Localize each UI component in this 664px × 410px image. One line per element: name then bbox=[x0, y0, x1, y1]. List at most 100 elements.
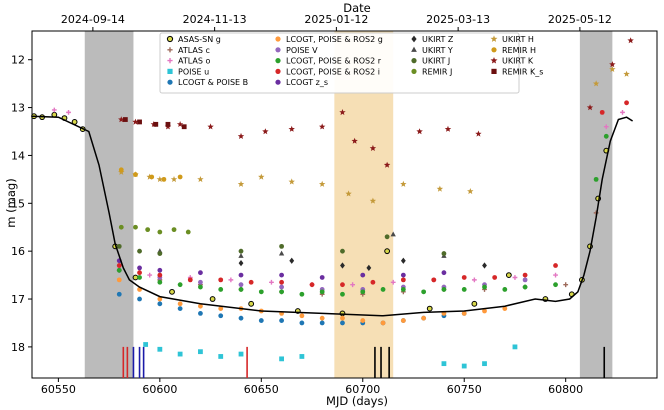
data-point bbox=[512, 275, 518, 280]
data-point bbox=[345, 190, 352, 197]
data-point bbox=[461, 310, 467, 316]
legend-marker-lcogt-poise-ros2-i bbox=[275, 68, 281, 74]
data-point bbox=[441, 361, 447, 367]
data-point bbox=[218, 354, 224, 359]
y-tick-label: 13 bbox=[11, 102, 25, 115]
series-lcogt-poise-ros2-r bbox=[116, 133, 609, 297]
data-point bbox=[482, 284, 487, 290]
data-point bbox=[366, 264, 372, 272]
legend-box bbox=[159, 32, 520, 94]
data-point bbox=[177, 301, 183, 307]
legend-label-remir-h: REMIR H bbox=[502, 46, 536, 55]
data-point bbox=[319, 315, 325, 321]
top-tick-label: 2025-03-13 bbox=[426, 13, 490, 26]
data-point bbox=[177, 174, 183, 180]
data-point bbox=[137, 270, 142, 276]
legend-label-ukirt-z: UKIRT Z bbox=[422, 35, 454, 44]
x-tick-label: 60600 bbox=[142, 383, 177, 396]
data-point bbox=[421, 289, 427, 295]
data-point bbox=[177, 306, 183, 311]
data-point bbox=[340, 262, 345, 269]
data-point bbox=[502, 287, 508, 292]
data-point bbox=[258, 173, 265, 180]
data-point bbox=[237, 180, 245, 187]
data-point bbox=[157, 301, 163, 307]
data-point bbox=[181, 124, 187, 130]
data-point bbox=[118, 167, 124, 173]
data-point bbox=[441, 287, 447, 292]
data-point bbox=[278, 250, 285, 256]
data-point bbox=[218, 277, 224, 283]
data-point bbox=[147, 272, 153, 278]
series-ukirt-k bbox=[118, 37, 634, 168]
data-point bbox=[369, 197, 377, 204]
data-point bbox=[340, 315, 345, 321]
data-point bbox=[299, 320, 305, 326]
data-point bbox=[380, 320, 386, 326]
data-point bbox=[133, 172, 138, 177]
legend-marker-ukirt-z bbox=[411, 35, 417, 43]
data-point bbox=[170, 176, 178, 183]
series-lcogt-poise-ros2-i bbox=[116, 100, 629, 288]
data-point bbox=[218, 306, 224, 311]
data-point bbox=[118, 116, 125, 123]
series-poise-u bbox=[143, 342, 518, 369]
data-point bbox=[157, 272, 163, 278]
legend-marker-atlas-c bbox=[167, 47, 173, 53]
data-point bbox=[384, 234, 390, 240]
data-point bbox=[262, 128, 269, 135]
data-point bbox=[441, 270, 447, 276]
data-point bbox=[444, 125, 452, 132]
data-point bbox=[360, 318, 366, 323]
legend-marker-poise-v bbox=[275, 47, 281, 53]
plot-frame bbox=[31, 30, 658, 379]
data-point bbox=[384, 248, 391, 255]
data-point bbox=[482, 361, 487, 367]
data-point bbox=[553, 282, 558, 288]
data-point bbox=[258, 289, 264, 295]
legend-marker-lcogt-poise-ros2-r bbox=[275, 58, 281, 64]
data-point bbox=[319, 180, 326, 187]
data-point bbox=[279, 272, 284, 278]
data-point bbox=[383, 161, 391, 168]
legend-label-lcogt-poise-ros2-r: LCOGT, POISE & ROS2 r bbox=[286, 57, 382, 66]
legend-label-lcogt-z-s: LCOGT z_s bbox=[286, 78, 328, 87]
x-tick-label: 60700 bbox=[345, 383, 380, 396]
data-point bbox=[350, 282, 356, 288]
data-point bbox=[279, 243, 284, 249]
data-point bbox=[400, 287, 406, 292]
data-point bbox=[122, 117, 128, 122]
data-point bbox=[370, 279, 376, 285]
data-point bbox=[218, 287, 224, 292]
data-point bbox=[279, 289, 284, 295]
legend-label-ukirt-y: UKIRT Y bbox=[422, 46, 453, 55]
data-point bbox=[198, 303, 203, 309]
y-tick-label: 16 bbox=[11, 245, 25, 258]
data-point bbox=[603, 124, 609, 130]
data-point bbox=[603, 133, 609, 139]
data-point bbox=[522, 284, 528, 290]
data-point bbox=[586, 104, 594, 111]
axes: 60550 60600 60650 60700 60750 60800 12 13 14 15 16… bbox=[11, 13, 658, 396]
series-lcogt-poise-ros2-g bbox=[116, 277, 508, 326]
data-point bbox=[51, 107, 57, 113]
x-axis-title: MJD (days) bbox=[326, 394, 388, 408]
data-point bbox=[137, 248, 142, 254]
legend-label-remir-k-s: REMIR K_s bbox=[502, 67, 543, 76]
data-point bbox=[502, 306, 508, 311]
data-point bbox=[620, 109, 625, 115]
data-point bbox=[400, 272, 406, 278]
data-point bbox=[116, 291, 122, 297]
data-point bbox=[416, 128, 423, 135]
data-point bbox=[279, 318, 284, 323]
data-point bbox=[369, 144, 377, 151]
legend-label-lcogt-poise-ros2-i: LCOGT, POISE & ROS2 i bbox=[286, 67, 380, 76]
data-point bbox=[248, 279, 254, 285]
legend-label-atlas-c: ATLAS c bbox=[178, 46, 210, 55]
data-point bbox=[624, 100, 629, 106]
data-point bbox=[279, 284, 284, 290]
series-ukirt-z bbox=[238, 257, 487, 272]
data-point bbox=[360, 272, 366, 278]
y-tick-label: 14 bbox=[11, 149, 25, 162]
